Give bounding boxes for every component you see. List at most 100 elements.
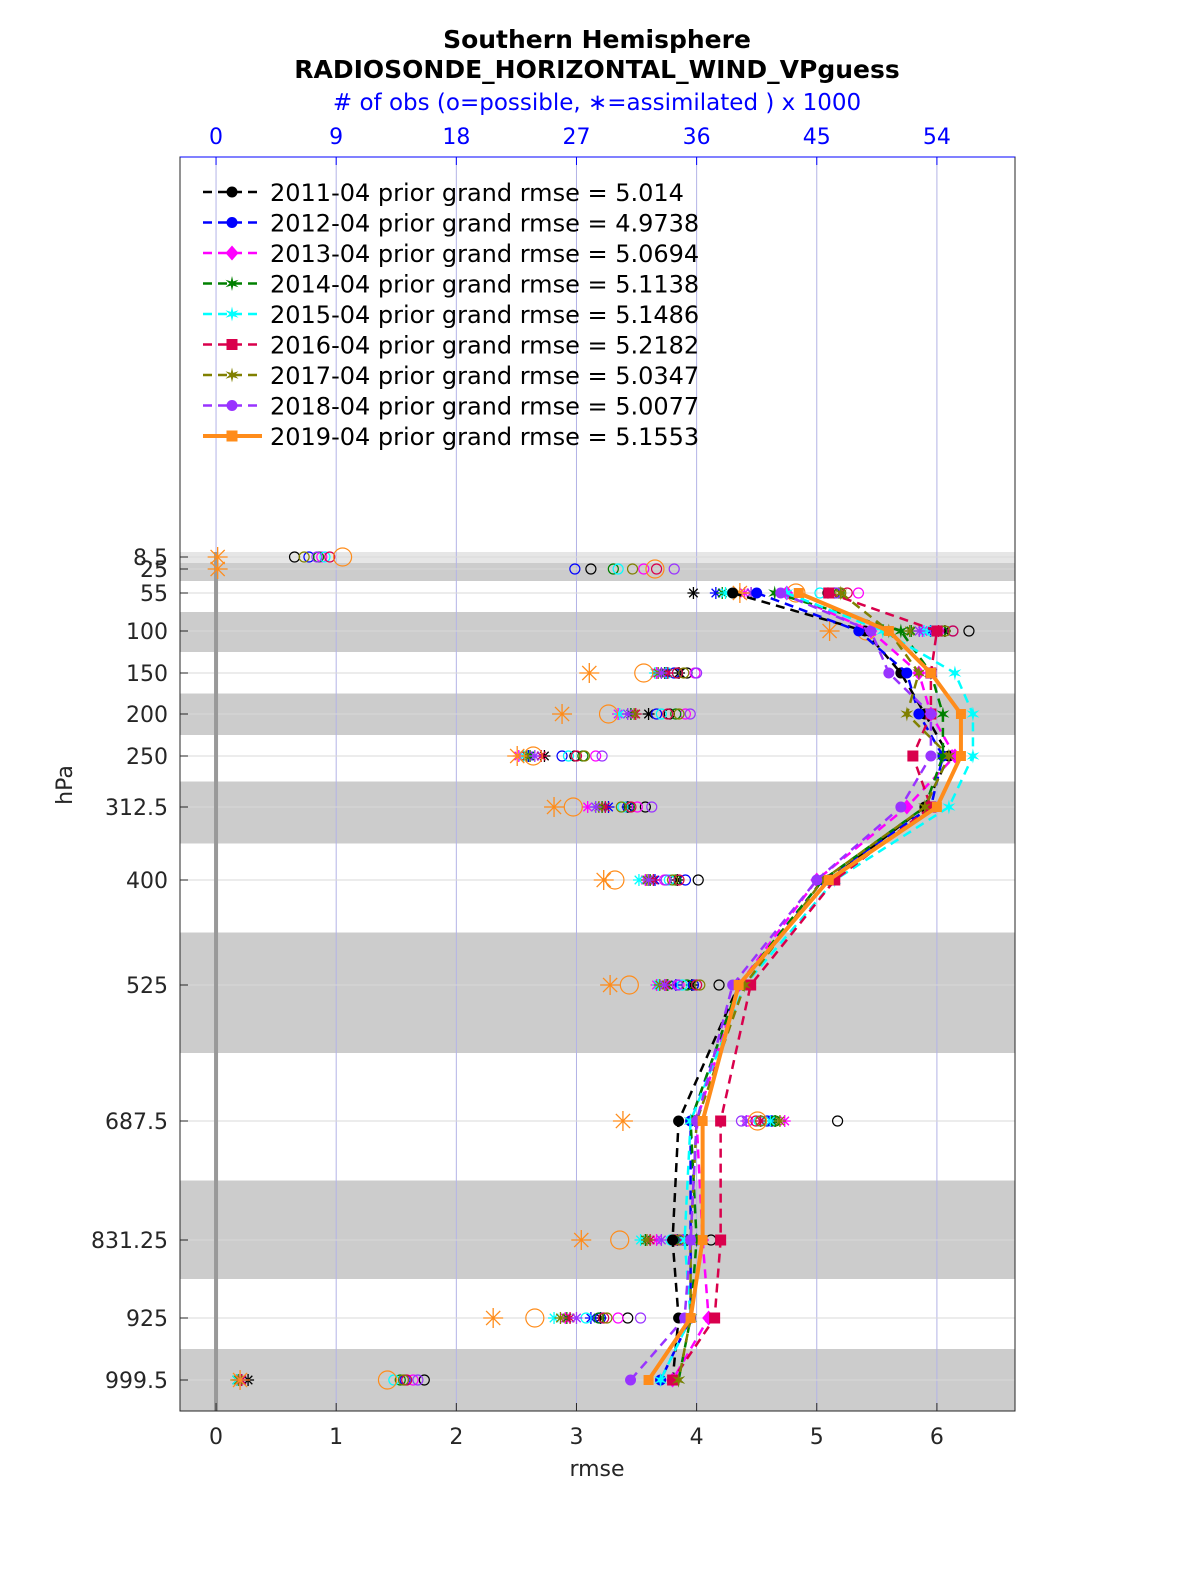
series-point [948,665,962,681]
y-tick-label: 831.25 [91,1229,168,1254]
obs-assimilated-marker [593,870,614,890]
asterisk-stroke [509,748,525,764]
y-tick-label: 312.5 [105,796,168,821]
obs-assimilated-marker [207,559,228,579]
series-point [793,588,804,598]
obs-assimilated-marker [913,625,926,637]
obs-possible-marker [692,874,704,886]
obs-possible-marker [671,979,683,991]
chart-title: Southern Hemisphere [443,25,751,54]
series-point [966,706,980,722]
legend-marker [226,217,238,228]
top-tick-label: 45 [803,125,831,150]
series-line [659,591,975,1381]
series-point [697,1235,708,1245]
legend-marker [225,245,239,261]
series-point [780,585,794,601]
legend-marker [226,430,238,442]
obs-possible-marker [569,563,581,575]
asterisk-stroke [555,1313,566,1323]
series-point [684,1113,698,1129]
x-tick-label: 2 [449,1425,463,1450]
asterisk-stroke [755,1116,766,1126]
obs-assimilated-marker [754,1115,767,1127]
series-point [672,1372,686,1388]
asterisk-stroke [904,626,915,636]
legend-marker [226,186,238,198]
chart-title-line2: RADIOSONDE_HORIZONTAL_WIND_VPguess [294,55,899,84]
legend-marker [225,306,239,322]
obs-assimilated-marker [554,1312,567,1324]
asterisk-stroke [232,1372,248,1388]
legend-entry: 2014-04 prior grand rmse = 5.1138 [270,271,699,299]
asterisk-stroke [530,751,540,761]
y-tick-label: 55 [140,582,168,607]
asterisk-stroke [914,626,924,636]
level-band [180,781,1015,844]
obs-possible-marker [673,708,685,720]
obs-possible-marker [612,1312,624,1324]
obs-possible-marker [963,625,975,637]
series-point [901,667,913,679]
series-point [768,585,782,601]
obs-assimilated-marker [570,1312,583,1324]
obs-possible-marker [687,979,700,991]
obs-assimilated-marker [819,621,840,641]
obs-possible-marker [684,708,696,720]
obs-assimilated-marker [230,1370,251,1390]
obs-possible-marker [397,1374,410,1386]
legend-marker [226,400,238,411]
asterisk-stroke [582,802,593,812]
series-point [678,1232,692,1248]
asterisk-stroke [596,872,612,888]
obs-possible-marker [319,551,331,563]
obs-assimilated-marker [687,587,700,599]
series-point [625,1374,637,1386]
series-point [913,708,925,720]
obs-possible-marker [626,563,639,575]
obs-possible-marker [556,750,568,762]
series-point [733,980,744,990]
obs-possible-marker [578,750,591,762]
level-band [180,1180,1015,1279]
obs-possible-marker [691,979,703,991]
obs-assimilated-marker [612,1111,633,1131]
obs-assimilated-marker [773,1115,786,1127]
obs-possible-marker [593,1312,605,1324]
obs-assimilated-marker [600,975,621,995]
series-point [918,799,932,815]
rmse-series-lines [625,585,980,1388]
series-point [811,874,823,886]
obs-assimilated-marker [552,704,573,724]
asterisk-stroke [571,1313,582,1323]
top-axis-label: # of obs (o=possible, ∗=assimilated ) x … [333,90,861,116]
series-point [942,799,956,815]
obs-possible-marker [694,979,706,991]
series-point [738,977,752,993]
series-point [912,665,926,681]
obs-possible-marker [668,563,680,575]
series-point [685,1313,696,1323]
obs-possible-marker [639,801,651,813]
top-tick-label: 54 [923,125,951,150]
series-line [671,591,957,1381]
obs-assimilated-marker [528,750,541,762]
legend-marker [225,367,239,383]
obs-assimilated-marker [571,1230,592,1250]
obs-assimilated-marker [632,874,645,886]
series-point [715,1115,727,1127]
series-point [925,668,936,678]
series-point [942,748,956,764]
asterisk-stroke [822,623,838,639]
legend-entry: 2017-04 prior grand rmse = 5.0347 [270,362,699,390]
obs-assimilated-marker [507,746,528,766]
obs-assimilated-marker [589,801,602,813]
y-tick-label: 100 [126,620,168,645]
series-point [751,587,763,599]
top-tick-label: 27 [562,125,590,150]
x-axis-label: rmse [569,1457,624,1482]
asterisk-stroke [634,875,644,885]
obs-possible-marker [713,979,725,991]
y-tick-label: 925 [126,1307,168,1332]
top-tick-label: 0 [209,125,223,150]
